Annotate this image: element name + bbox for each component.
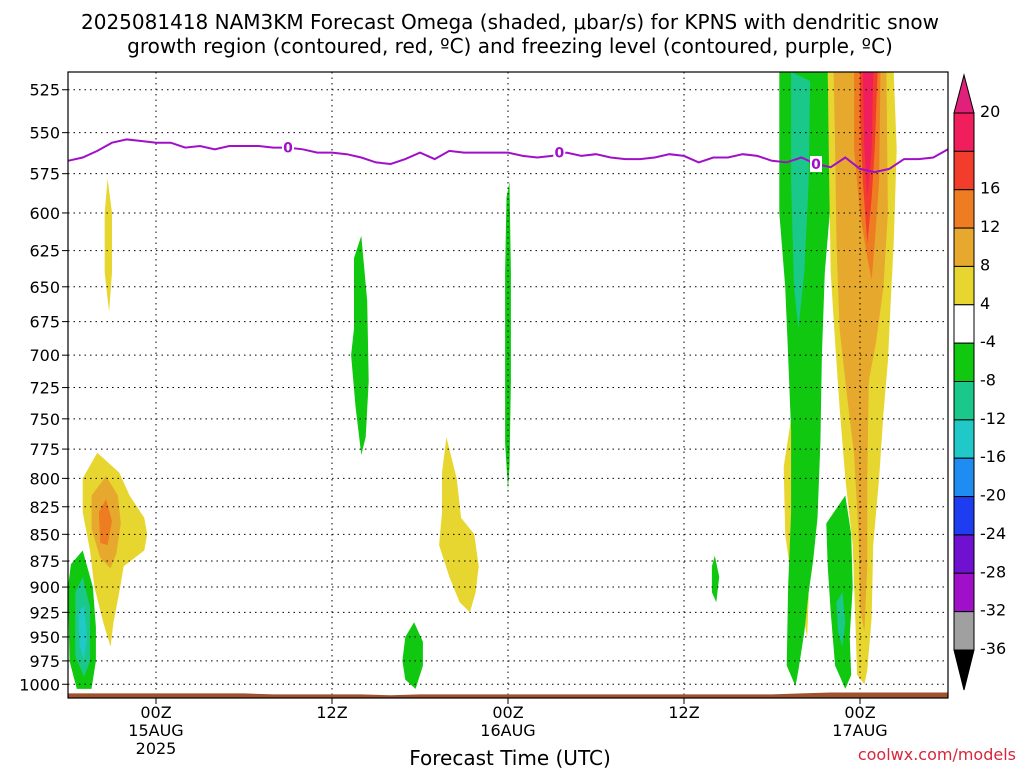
colorbar-label: -4 (980, 332, 996, 351)
colorbar-label: -8 (980, 371, 996, 390)
chart-title-line1: 2025081418 NAM3KM Forecast Omega (shaded… (81, 10, 939, 34)
colorbar: 20 16 12 8 4 -4 -8 -12 -16 -20 -24 -28 -32 -36 (953, 73, 1006, 691)
colorbar-label: -12 (980, 409, 1006, 428)
omega-region-16 (826, 495, 853, 689)
x-tick-label: 00Z (492, 703, 523, 722)
omega-region-0 (104, 178, 112, 312)
y-tick-label: 875 (29, 552, 60, 571)
y-tick-label: 975 (29, 652, 60, 671)
colorbar-label: -16 (980, 447, 1006, 466)
x-tick-label: 15AUG (128, 721, 183, 740)
y-tick-label: 675 (29, 313, 60, 332)
freezing-level-line (67, 138, 949, 174)
colorbar-swatch-12 (953, 572, 975, 613)
omega-region-11 (711, 555, 720, 603)
colorbar-label: 4 (980, 294, 990, 313)
y-tick-label: 550 (29, 124, 60, 143)
colorbar-swatch-1 (953, 150, 975, 191)
x-tick-label: 12Z (668, 703, 699, 722)
x-tick-label: 00Z (140, 703, 171, 722)
colorbar-label: -20 (980, 486, 1006, 505)
y-tick-label: 750 (29, 410, 60, 429)
colorbar-label: -36 (980, 639, 1006, 658)
chart-title-line2: growth region (contoured, red, ºC) and f… (127, 34, 893, 58)
omega-region-8 (505, 181, 511, 490)
y-tick-label: 850 (29, 525, 60, 544)
colorbar-label: -24 (980, 524, 1006, 543)
colorbar-label: 16 (980, 179, 1000, 198)
terrain-band (68, 692, 948, 698)
freezing-level-label: 0 (283, 141, 293, 157)
omega-region-9 (439, 437, 479, 613)
y-tick-label: 800 (29, 469, 60, 488)
x-tick-label: 12Z (316, 703, 347, 722)
colorbar-label: 12 (980, 217, 1000, 236)
y-axis: 525 550 575 600 625 650 675 700 725 750 775 800 825 8… (19, 81, 68, 694)
x-tick-label: 2025 (136, 739, 177, 758)
y-tick-label: 625 (29, 242, 60, 261)
colorbar-swatch-11 (953, 534, 975, 574)
colorbar-swatch-10 (953, 496, 975, 536)
omega-region-17 (836, 592, 846, 647)
colorbar-swatch-2 (953, 189, 975, 229)
colorbar-swatch-6 (953, 342, 975, 382)
colorbar-swatch-0 (953, 112, 975, 152)
freezing-level: 0 0 0 (67, 138, 949, 174)
freezing-level-label: 0 (811, 157, 821, 173)
freezing-label-bg-1 (553, 144, 566, 161)
x-tick-label: 17AUG (832, 721, 887, 740)
colorbar-label: -32 (980, 601, 1006, 620)
y-tick-label: 925 (29, 603, 60, 622)
y-tick-label: 525 (29, 81, 60, 100)
plot-area: 0 0 0 (67, 71, 949, 699)
credit-text: coolwx.com/models (858, 745, 1016, 764)
y-tick-label: 1000 (19, 675, 60, 694)
y-tick-label: 775 (29, 440, 60, 459)
colorbar-label: 8 (980, 255, 990, 274)
colorbar-swatch-5 (953, 304, 975, 344)
omega-shading (68, 72, 897, 689)
colorbar-swatch-7 (953, 381, 975, 421)
y-tick-label: 600 (29, 204, 60, 223)
colorbar-top-arrow (953, 73, 975, 114)
y-tick-label: 650 (29, 278, 60, 297)
colorbar-swatch-13 (953, 611, 975, 651)
omega-region-15 (791, 72, 811, 329)
colorbar-swatch-4 (953, 265, 975, 306)
y-tick-label: 700 (29, 346, 60, 365)
omega-region-6 (78, 605, 88, 661)
colorbar-swatch-8 (953, 419, 975, 459)
colorbar-swatch-9 (953, 457, 975, 498)
colorbar-label: -28 (980, 562, 1006, 581)
y-tick-label: 725 (29, 379, 60, 398)
terrain (68, 692, 948, 698)
freezing-label-bg-0 (282, 139, 294, 156)
omega-region-3 (98, 498, 112, 546)
y-tick-label: 825 (29, 498, 60, 517)
x-tick-label: 00Z (844, 703, 875, 722)
freezing-level-label: 0 (554, 146, 564, 162)
omega-region-22 (862, 72, 874, 198)
freezing-label-bg-2 (810, 156, 822, 173)
x-tick-label: 16AUG (480, 721, 535, 740)
y-tick-label: 950 (29, 628, 60, 647)
colorbar-bottom-arrow (953, 649, 975, 691)
omega-region-7 (351, 235, 369, 455)
x-axis-label: Forecast Time (UTC) (409, 746, 611, 768)
colorbar-swatch-3 (953, 227, 975, 267)
y-tick-label: 575 (29, 165, 60, 184)
y-tick-label: 900 (29, 578, 60, 597)
omega-region-10 (402, 622, 423, 689)
grid-lines (68, 72, 948, 698)
colorbar-label: 20 (980, 102, 1000, 121)
